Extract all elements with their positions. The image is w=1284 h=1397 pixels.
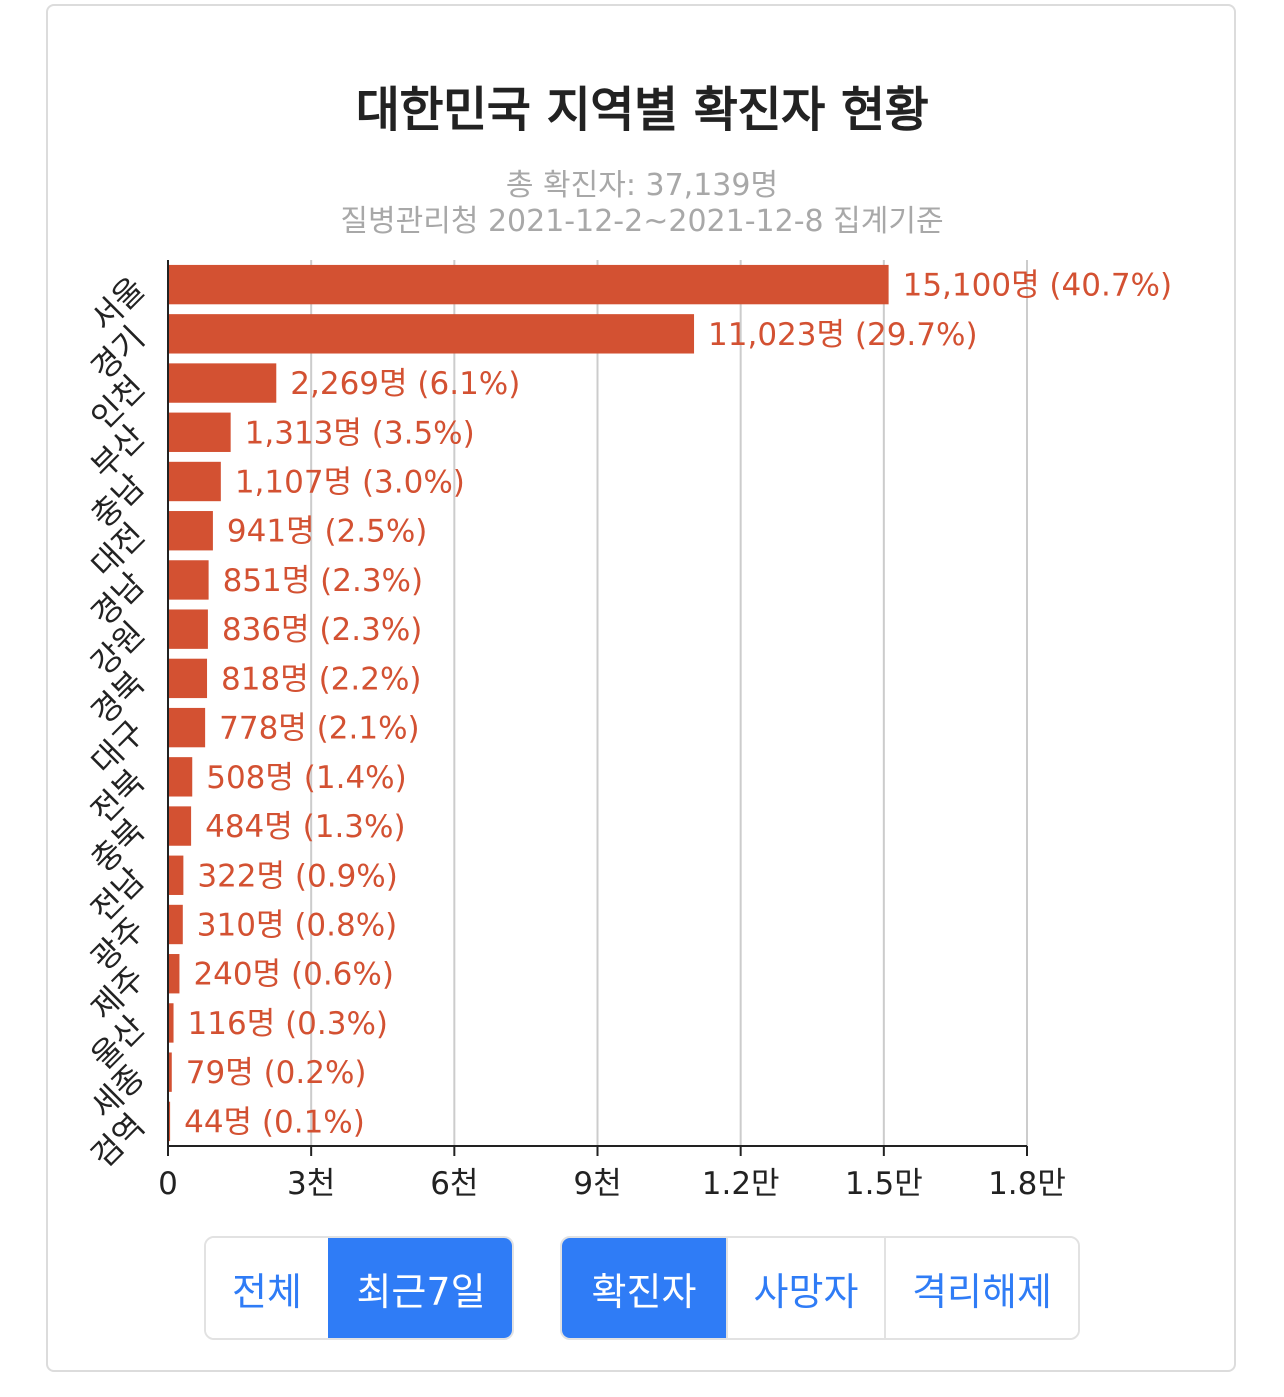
bar-value-label: 851명 (2.3%) [223,563,424,599]
period-all-button[interactable]: 전체 [206,1238,328,1338]
bar [168,511,213,551]
x-tick-label: 6천 [430,1166,478,1202]
bar-value-label: 79명 (0.2%) [186,1055,367,1091]
bar [168,1003,174,1043]
y-tick-label: 검역 [84,1107,153,1176]
bar-value-label: 116명 (0.3%) [188,1006,388,1042]
bar [168,609,208,649]
bar-chart: 15,100명 (40.7%) 11,023명 (29.7%) 2,269명 (6.… [84,260,1173,1202]
bar-value-label: 508명 (1.4%) [206,760,407,796]
bar-value-label: 240명 (0.6%) [193,957,394,993]
chart-subtitle-source: 질병관리청 2021-12-2~2021-12-8 집계기준 [340,204,944,239]
bar-value-label: 818명 (2.2%) [221,661,422,697]
chart-subtitle-total: 총 확진자: 37,139명 [505,168,779,203]
x-tick-label: 1.8만 [988,1166,1066,1202]
x-tick-label: 1.5만 [845,1166,923,1202]
bar [168,264,889,305]
bar [168,461,221,502]
bar [168,954,180,994]
x-tick-label: 1.2만 [702,1166,780,1202]
bar [168,806,192,846]
bar [168,757,193,797]
bar-value-label: 836명 (2.3%) [222,612,423,648]
metric-recovered-button[interactable]: 격리해제 [884,1238,1078,1338]
x-tick-label: 0 [158,1166,178,1202]
metric-toggle: 확진자 사망자 격리해제 [560,1236,1080,1340]
bar [168,1052,172,1092]
chart-card [46,4,1236,1372]
bar-value-label: 44명 (0.1%) [184,1104,365,1140]
metric-deaths-button[interactable]: 사망자 [726,1238,884,1338]
period-recent7-button[interactable]: 최근7일 [328,1238,512,1338]
x-tick-label: 3천 [287,1166,335,1202]
bar-value-label: 1,107명 (3.0%) [235,465,465,501]
bar-value-label: 15,100명 (40.7%) [903,268,1173,304]
bar [168,314,695,354]
metric-confirmed-button[interactable]: 확진자 [562,1238,726,1338]
bar-value-label: 941명 (2.5%) [227,514,428,550]
bar [168,560,209,600]
bar [168,707,206,748]
bar [168,904,183,945]
x-tick-label: 9천 [573,1166,621,1202]
bar-value-label: 2,269명 (6.1%) [290,366,520,402]
bar-value-label: 484명 (1.3%) [205,809,405,845]
bar [168,658,208,699]
bar [168,363,277,403]
bar [168,1101,171,1142]
bar [168,412,231,452]
bar-value-label: 1,313명 (3.5%) [245,415,475,451]
bar-value-label: 310명 (0.8%) [197,908,398,944]
bar-value-label: 322명 (0.9%) [197,858,398,894]
period-toggle: 전체 최근7일 [204,1236,514,1340]
bar-value-label: 778명 (2.1%) [219,711,419,747]
bar [168,855,184,895]
chart-title: 대한민국 지역별 확진자 현황 [355,82,929,138]
bar-value-label: 11,023명 (29.7%) [708,317,978,353]
